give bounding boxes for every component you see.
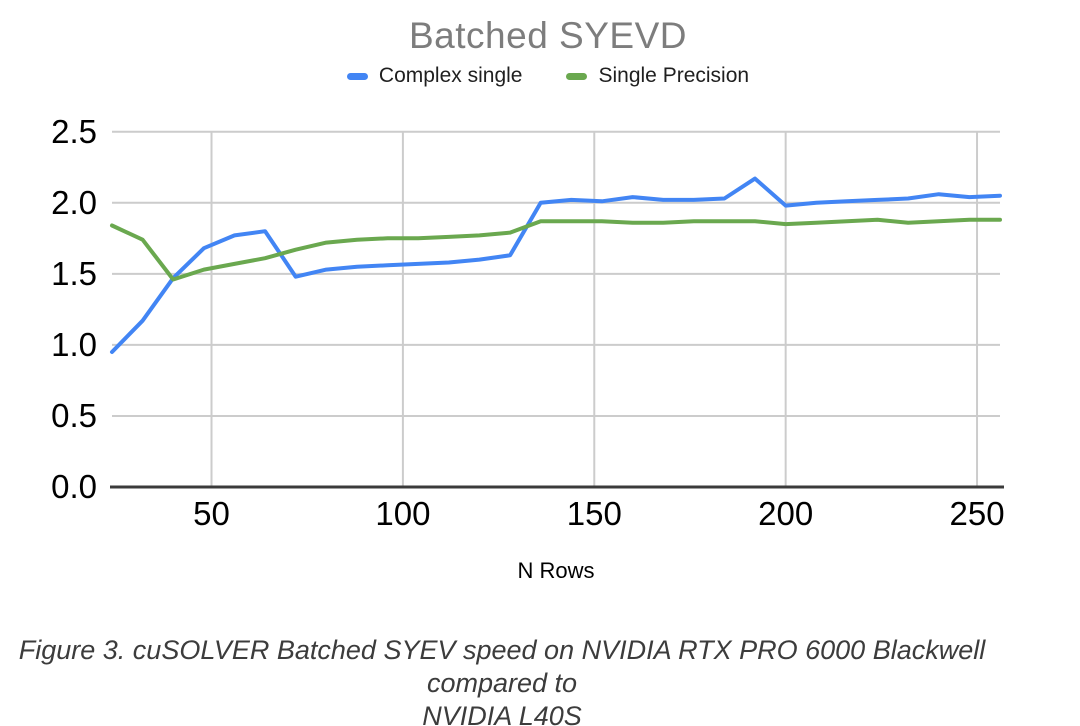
- figure-caption: Figure 3. cuSOLVER Batched SYEV speed on…: [0, 634, 1004, 726]
- y-tick-label: 2.0: [51, 183, 97, 221]
- legend-label: Complex single: [378, 64, 523, 87]
- x-tick-label: 100: [375, 495, 431, 532]
- figure-caption-line-1: Figure 3. cuSOLVER Batched SYEV speed on…: [18, 635, 986, 698]
- x-tick-label: 200: [758, 495, 814, 532]
- y-tick-label: 1.5: [51, 254, 97, 292]
- chart-legend: Complex single Single Precision: [16, 64, 1080, 88]
- figure-caption-line-2: NVIDIA L40S: [422, 701, 582, 726]
- x-tick-label: 250: [949, 495, 1005, 532]
- chart-title: Batched SYEVD: [409, 15, 687, 56]
- legend-swatch-icon: [566, 72, 588, 80]
- y-tick-label: 0.5: [51, 396, 97, 434]
- x-axis-title: N Rows: [517, 558, 595, 583]
- series-line-single-precision: [110, 217, 1002, 282]
- y-tick-label: 2.5: [51, 112, 97, 150]
- legend-item-complex-single: Complex single: [346, 64, 523, 88]
- x-tick-label: 50: [193, 495, 230, 532]
- x-tick-label: 150: [566, 495, 622, 532]
- legend-item-single-precision: Single Precision: [566, 64, 749, 88]
- y-tick-label: 1.0: [51, 325, 97, 363]
- y-tick-label: 0.0: [51, 468, 97, 505]
- series-line-complex-single: [110, 176, 1002, 354]
- legend-swatch-icon: [346, 72, 368, 80]
- legend-label: Single Precision: [598, 64, 750, 87]
